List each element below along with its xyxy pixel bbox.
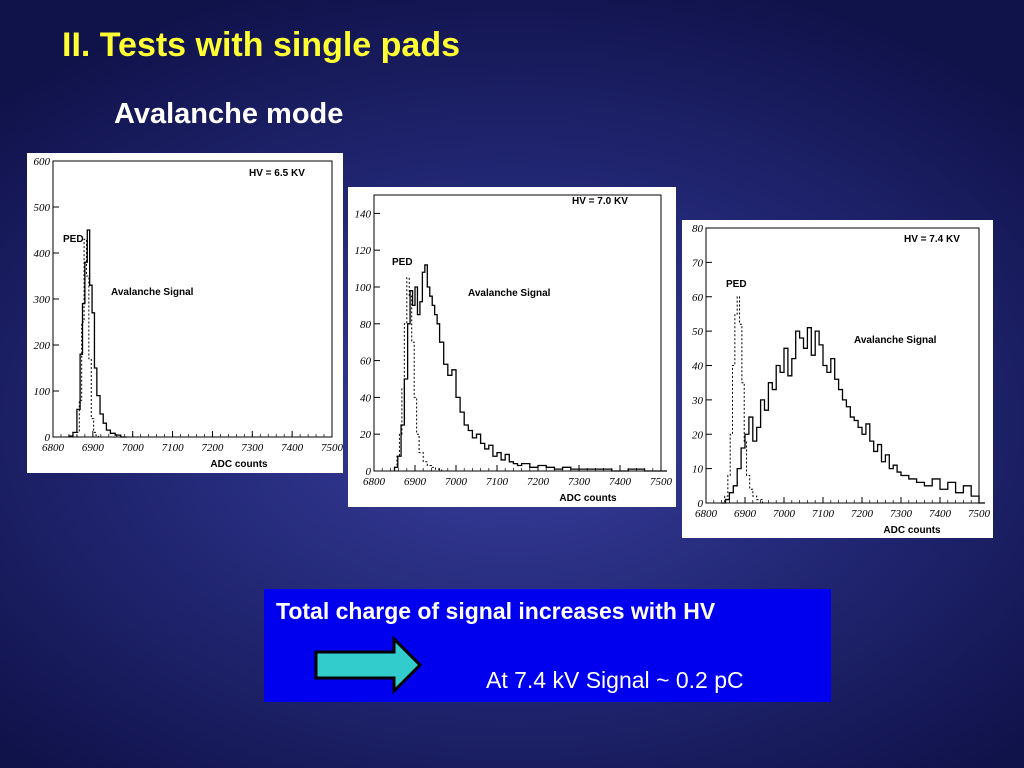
y-tick-label: 0 <box>45 432 51 444</box>
x-axis-label: ADC counts <box>210 459 268 470</box>
y-tick-label: 120 <box>355 245 372 257</box>
y-tick-label: 60 <box>360 356 372 368</box>
x-tick-label: 7100 <box>812 508 835 520</box>
x-tick-label: 6800 <box>363 476 386 488</box>
y-tick-label: 40 <box>692 361 704 373</box>
x-tick-label: 7000 <box>122 442 145 454</box>
conclusion-callout: Total charge of signal increases with HV… <box>264 589 831 702</box>
signal-annotation: Avalanche Signal <box>111 287 194 298</box>
x-tick-label: 7100 <box>486 476 509 488</box>
x-tick-label: 7500 <box>968 508 991 520</box>
histogram-plot-hv-7-0: 6800 6900 7000 7100 7200 7300 7400 7500 0 20 40 60 8… <box>348 187 676 507</box>
signal-series-line <box>68 229 127 438</box>
hv-annotation: HV = 7.0 KV <box>572 196 628 207</box>
x-tick-label: 6900 <box>82 442 105 454</box>
signal-series-line <box>721 327 985 504</box>
x-tick-label: 7300 <box>890 508 913 520</box>
x-tick-label: 7500 <box>650 476 673 488</box>
y-tick-label: 400 <box>34 248 51 260</box>
x-tick-label: 6900 <box>404 476 427 488</box>
x-tick-label: 6900 <box>734 508 757 520</box>
y-tick-label: 0 <box>366 466 372 478</box>
signal-annotation: Avalanche Signal <box>468 288 551 299</box>
x-tick-label: 7500 <box>321 442 343 454</box>
y-tick-label: 70 <box>692 257 704 269</box>
y-tick-label: 100 <box>34 386 51 398</box>
y-tick-label: 600 <box>34 156 51 168</box>
ped-annotation: PED <box>63 234 84 245</box>
x-tick-label: 6800 <box>695 508 718 520</box>
hv-annotation: HV = 6.5 KV <box>249 168 305 179</box>
hv-annotation: HV = 7.4 KV <box>904 234 960 245</box>
y-tick-label: 40 <box>360 392 372 404</box>
slide-subtitle: Avalanche mode <box>114 98 344 130</box>
y-tick-label: 200 <box>34 340 51 352</box>
y-tick-label: 50 <box>692 326 704 338</box>
x-tick-label: 7200 <box>851 508 874 520</box>
signal-series-line <box>393 264 667 472</box>
x-tick-label: 7200 <box>201 442 224 454</box>
callout-result: At 7.4 kV Signal ~ 0.2 pC <box>486 667 744 693</box>
x-tick-label: 7200 <box>527 476 550 488</box>
y-tick-label: 20 <box>692 429 704 441</box>
y-tick-label: 20 <box>360 429 372 441</box>
slide-title: II. Tests with single pads <box>62 26 461 64</box>
callout-headline: Total charge of signal increases with HV <box>276 598 716 624</box>
x-tick-label: 7100 <box>162 442 185 454</box>
x-tick-label: 7000 <box>773 508 796 520</box>
histogram-plot-hv-7-4: 6800 6900 7000 7100 7200 7300 7400 7500 0 10 20 30 4… <box>682 220 993 538</box>
x-tick-label: 6800 <box>42 442 65 454</box>
histogram-plot-hv-6-5: 6800 6900 7000 7100 7200 7300 7400 7500 0 100 200 3… <box>27 153 343 473</box>
pedestal-series-line <box>721 296 775 504</box>
y-tick-label: 80 <box>692 223 704 235</box>
y-tick-label: 0 <box>698 498 704 510</box>
pedestal-series-line <box>394 277 448 472</box>
x-axis-label: ADC counts <box>559 493 617 504</box>
x-tick-label: 7300 <box>241 442 263 454</box>
y-tick-label: 500 <box>34 202 51 214</box>
histogram-svg: 6800 6900 7000 7100 7200 7300 7400 7500 0 20 40 60 8… <box>355 194 673 504</box>
x-axis-label: ADC counts <box>883 525 941 536</box>
pedestal-series-line <box>76 238 105 438</box>
x-tick-label: 7400 <box>609 476 632 488</box>
y-tick-label: 30 <box>691 395 704 407</box>
x-tick-label: 7400 <box>281 442 304 454</box>
y-tick-label: 60 <box>692 292 704 304</box>
plot-frame <box>373 194 662 472</box>
histogram-svg: 6800 6900 7000 7100 7200 7300 7400 7500 0 10 20 30 4… <box>691 223 991 536</box>
x-tick-label: 7000 <box>445 476 468 488</box>
signal-annotation: Avalanche Signal <box>854 335 937 346</box>
y-tick-label: 300 <box>33 294 51 306</box>
histogram-svg: 6800 6900 7000 7100 7200 7300 7400 7500 0 100 200 3… <box>33 156 344 470</box>
y-tick-label: 80 <box>360 319 372 331</box>
plot-frame <box>52 160 333 438</box>
ped-annotation: PED <box>726 279 747 290</box>
y-tick-label: 10 <box>692 464 704 476</box>
right-arrow-icon <box>314 636 423 694</box>
y-tick-label: 100 <box>355 282 372 294</box>
y-tick-label: 140 <box>355 208 372 220</box>
x-tick-label: 7300 <box>568 476 591 488</box>
ped-annotation: PED <box>392 257 413 268</box>
x-tick-label: 7400 <box>929 508 952 520</box>
